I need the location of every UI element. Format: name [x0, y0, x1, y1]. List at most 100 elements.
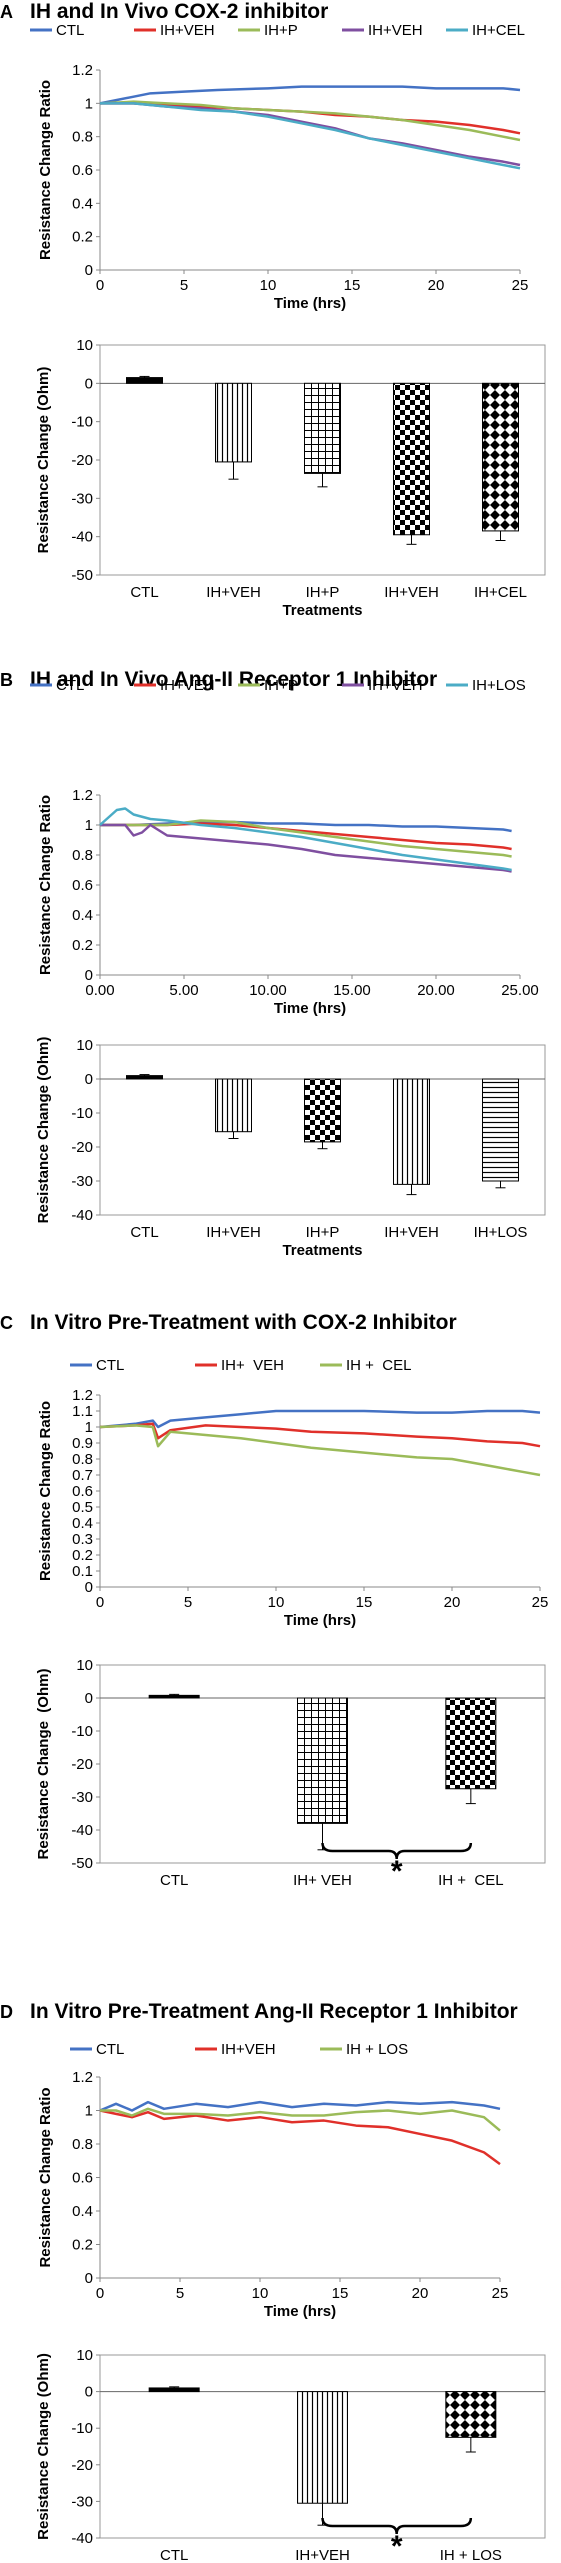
x-axis-title: Time (hrs) — [264, 2303, 336, 2320]
y-tick-label: 1.1 — [72, 1403, 93, 1420]
y-tick-label: 0 — [85, 2270, 93, 2287]
series-line — [99, 2109, 501, 2166]
series-line — [100, 2107, 501, 2132]
bar — [393, 382, 430, 536]
y-tick-label: -20 — [71, 2457, 93, 2474]
bar — [148, 1694, 200, 1699]
bar — [445, 1697, 497, 1790]
y-axis-title: Resistance Change (Ohm) — [35, 2353, 52, 2540]
legend-label: IH+P — [264, 677, 298, 694]
category-label: IH+CEL — [474, 584, 527, 601]
y-tick-label: 0.6 — [72, 877, 93, 894]
y-tick-label: 0.2 — [72, 937, 93, 954]
legend-label: IH+ VEH — [221, 1357, 284, 1374]
y-tick-label: 10 — [76, 1657, 93, 1674]
y-tick-label: 0.7 — [72, 1467, 93, 1484]
x-tick-label: 0 — [96, 2285, 104, 2302]
legend-label: IH+VEH — [221, 2041, 276, 2058]
y-tick-label: 1 — [85, 817, 93, 834]
y-tick-label: 1 — [85, 2103, 93, 2120]
panel-letter: D — [0, 2002, 13, 2022]
y-tick-label: 0 — [85, 967, 93, 984]
legend-label: IH+VEH — [368, 677, 423, 694]
bar — [297, 2391, 348, 2504]
y-tick-label: 0 — [85, 1071, 93, 1088]
bar — [126, 377, 163, 384]
y-tick-label: -40 — [71, 529, 93, 546]
panel-c: C In Vitro Pre-Treatment with COX-2 Inhi… — [0, 1280, 561, 1920]
y-tick-label: 0.4 — [72, 1515, 93, 1532]
y-tick-label: -50 — [71, 567, 93, 584]
category-label: IH+VEH — [206, 584, 261, 601]
y-tick-label: -10 — [71, 2420, 93, 2437]
y-tick-label: 10 — [76, 337, 93, 354]
y-tick-label: 1.2 — [72, 787, 93, 804]
x-tick-label: 15.00 — [333, 982, 371, 999]
line-chart: 0 0.2 0.4 0.6 0.8 1 1.2 0.00 5.00 10.00 15.00 20.00… — [30, 677, 539, 1017]
panel-title: IH and In Vivo Ang-II Receptor 1 Inhibit… — [30, 668, 438, 691]
y-axis-title: Resistance Change Ratio — [37, 80, 54, 260]
x-tick-label: 25.00 — [501, 982, 539, 999]
x-axis-title: Treatments — [282, 1242, 362, 1259]
y-tick-label: 0.3 — [72, 1531, 93, 1548]
x-axis-title: Time (hrs) — [274, 1000, 346, 1017]
y-tick-label: 0.4 — [72, 907, 93, 924]
bar — [215, 382, 252, 463]
x-tick-label: 25 — [532, 1594, 549, 1611]
y-tick-label: 0.9 — [72, 1435, 93, 1452]
x-tick-label: 0 — [96, 1594, 104, 1611]
series-line — [99, 100, 521, 142]
x-tick-label: 15 — [332, 2285, 349, 2302]
y-tick-label: 0.8 — [72, 847, 93, 864]
series-line — [100, 823, 512, 873]
y-tick-label: 0 — [85, 375, 93, 392]
legend-label: CTL — [56, 22, 84, 39]
x-tick-label: 5 — [176, 2285, 184, 2302]
y-tick-label: 0 — [85, 1579, 93, 1596]
bar — [304, 1078, 341, 1143]
bar — [215, 1078, 252, 1133]
panel-b: B IH and In Vivo Ang-II Receptor 1 Inhib… — [0, 640, 561, 1280]
category-label: IH+VEH — [384, 584, 439, 601]
legend-label: IH+VEH — [160, 22, 215, 39]
x-axis-title: Time (hrs) — [284, 1612, 356, 1629]
line-chart: 0 0.2 0.4 0.6 0.8 1 1.2 0 5 10 15 20 25 Time (hrs) Res… — [30, 22, 529, 312]
x-tick-label: 25 — [512, 277, 529, 294]
y-tick-label: 0.8 — [72, 1451, 93, 1468]
y-axis-title: Resistance Change Ratio — [37, 2087, 54, 2267]
series-line — [99, 1422, 541, 1448]
y-tick-label: -10 — [71, 1723, 93, 1740]
panel-letter: A — [0, 2, 13, 22]
y-tick-label: -20 — [71, 1756, 93, 1773]
y-tick-label: -40 — [71, 2530, 93, 2547]
category-label: CTL — [130, 1224, 158, 1241]
legend-label: CTL — [96, 1357, 124, 1374]
series-line — [99, 807, 512, 872]
x-tick-label: 20 — [412, 2285, 429, 2302]
y-tick-label: -30 — [71, 490, 93, 507]
panel-letter: C — [0, 1313, 13, 1333]
plot-frame — [99, 2354, 546, 2539]
y-tick-label: 0.2 — [72, 1547, 93, 1564]
x-tick-label: 10 — [268, 1594, 285, 1611]
significance-star: * — [391, 1855, 403, 1888]
legend-label: IH+CEL — [472, 22, 525, 39]
bar — [445, 2391, 497, 2438]
category-label: CTL — [160, 1872, 188, 1889]
legend-label: CTL — [96, 2041, 124, 2058]
series-line — [99, 2100, 501, 2112]
y-tick-label: 1.2 — [72, 62, 93, 79]
x-tick-label: 15 — [344, 277, 361, 294]
y-tick-label: 0 — [85, 2384, 93, 2401]
legend-label: IH + CEL — [346, 1357, 411, 1374]
series-line — [99, 1409, 541, 1429]
category-label: IH+VEH — [384, 1224, 439, 1241]
category-label: IH + CEL — [438, 1872, 503, 1889]
y-axis-title: Resistance Change Ratio — [37, 1401, 54, 1581]
y-tick-label: 0.2 — [72, 2237, 93, 2254]
category-label: IH+ VEH — [293, 1872, 352, 1889]
category-label: IH+VEH — [295, 2547, 350, 2563]
x-tick-label: 15 — [356, 1594, 373, 1611]
x-axis-title: Time (hrs) — [274, 295, 346, 312]
y-axis-title: Resistance Change (Ohm) — [35, 1037, 52, 1224]
